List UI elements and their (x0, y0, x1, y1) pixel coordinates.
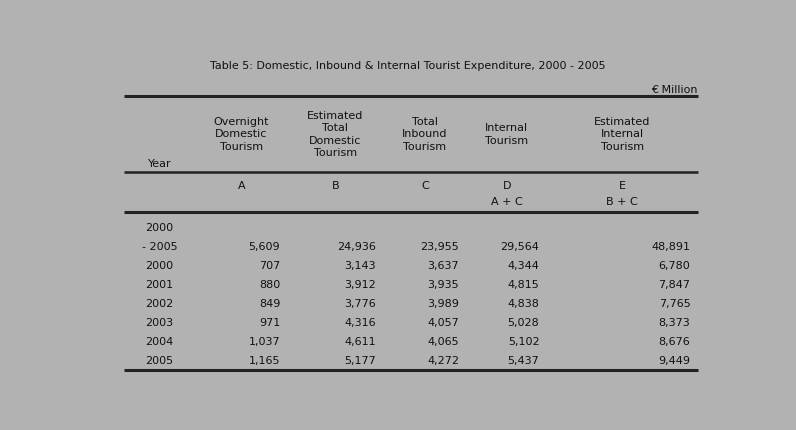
Text: 24,936: 24,936 (337, 242, 376, 252)
Text: 4,057: 4,057 (427, 318, 459, 328)
Text: - 2005: - 2005 (142, 242, 178, 252)
Text: B: B (332, 181, 339, 190)
Text: 3,912: 3,912 (344, 280, 376, 290)
Text: 2003: 2003 (146, 318, 174, 328)
Text: 7,765: 7,765 (659, 299, 690, 309)
Text: 1,037: 1,037 (248, 337, 280, 347)
Text: 2002: 2002 (146, 299, 174, 309)
Text: Estimated
Total
Domestic
Tourism: Estimated Total Domestic Tourism (307, 111, 364, 158)
Text: 4,611: 4,611 (344, 337, 376, 347)
Text: 707: 707 (259, 261, 280, 271)
Text: E: E (618, 181, 626, 190)
Text: 29,564: 29,564 (501, 242, 540, 252)
Text: 6,780: 6,780 (659, 261, 690, 271)
Text: 8,676: 8,676 (659, 337, 690, 347)
Text: 4,272: 4,272 (427, 356, 459, 365)
Text: 4,815: 4,815 (508, 280, 540, 290)
Text: 4,344: 4,344 (508, 261, 540, 271)
Text: 5,437: 5,437 (508, 356, 540, 365)
Text: 5,609: 5,609 (248, 242, 280, 252)
Text: A: A (237, 181, 245, 190)
Text: 2004: 2004 (146, 337, 174, 347)
Text: 2005: 2005 (146, 356, 174, 365)
Text: Internal
Tourism: Internal Tourism (485, 123, 529, 146)
Text: Overnight
Domestic
Tourism: Overnight Domestic Tourism (213, 117, 269, 152)
Text: Total
Inbound
Tourism: Total Inbound Tourism (402, 117, 447, 152)
Text: 2000: 2000 (146, 223, 174, 233)
Text: 3,143: 3,143 (344, 261, 376, 271)
Text: 3,935: 3,935 (427, 280, 459, 290)
Text: 849: 849 (259, 299, 280, 309)
Text: 2001: 2001 (146, 280, 174, 290)
Text: 7,847: 7,847 (658, 280, 690, 290)
Text: C: C (421, 181, 429, 190)
Text: D: D (502, 181, 511, 190)
Text: 9,449: 9,449 (658, 356, 690, 365)
Text: 4,316: 4,316 (344, 318, 376, 328)
Text: 5,028: 5,028 (508, 318, 540, 328)
Text: 48,891: 48,891 (651, 242, 690, 252)
Text: 4,065: 4,065 (427, 337, 459, 347)
Text: 971: 971 (259, 318, 280, 328)
Text: € Million: € Million (651, 85, 698, 95)
Text: Table 5: Domestic, Inbound & Internal Tourist Expenditure, 2000 - 2005: Table 5: Domestic, Inbound & Internal To… (210, 61, 606, 71)
Text: A + C: A + C (491, 197, 522, 207)
Text: 23,955: 23,955 (420, 242, 459, 252)
Text: 4,838: 4,838 (508, 299, 540, 309)
Text: 1,165: 1,165 (249, 356, 280, 365)
Text: 5,177: 5,177 (344, 356, 376, 365)
Text: Estimated
Internal
Tourism: Estimated Internal Tourism (594, 117, 650, 152)
Text: 5,102: 5,102 (508, 337, 540, 347)
Text: 3,776: 3,776 (344, 299, 376, 309)
Text: Year: Year (148, 159, 171, 169)
Text: 880: 880 (259, 280, 280, 290)
Text: B + C: B + C (607, 197, 638, 207)
Text: 3,637: 3,637 (427, 261, 459, 271)
Text: 8,373: 8,373 (659, 318, 690, 328)
Text: 2000: 2000 (146, 261, 174, 271)
Text: 3,989: 3,989 (427, 299, 459, 309)
